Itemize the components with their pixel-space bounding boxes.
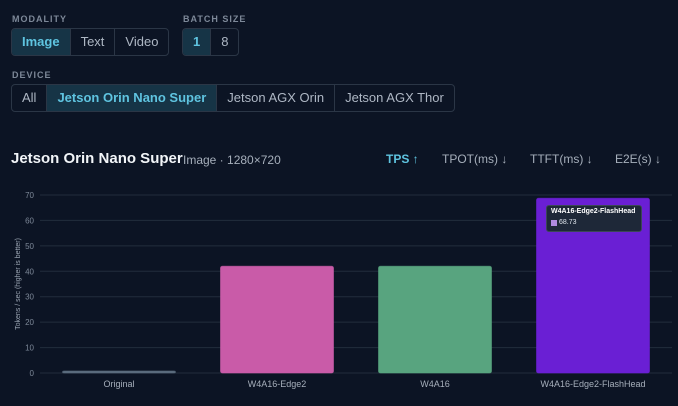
bar — [536, 197, 650, 374]
x-tick-label: W4A16 — [420, 379, 450, 389]
y-tick-label: 70 — [25, 191, 34, 200]
chart-subtitle: Image · 1280×720 — [183, 153, 281, 167]
y-tick-label: 0 — [30, 369, 35, 378]
modality-label: MODALITY — [12, 14, 67, 24]
x-tick-label: W4A16-Edge2-FlashHead — [540, 379, 645, 389]
batch-size-selector: 1 8 — [182, 28, 240, 56]
device-option-agx-orin[interactable]: Jetson AGX Orin — [217, 85, 336, 111]
batch-size-option-8[interactable]: 8 — [221, 34, 229, 49]
tooltip-title: W4A16-Edge2-FlashHead — [551, 208, 636, 215]
modality-option-image[interactable]: Image — [12, 29, 71, 55]
y-tick-label: 50 — [25, 242, 34, 251]
y-tick-label: 10 — [25, 344, 34, 353]
modality-selector: Image Text Video — [11, 28, 170, 56]
device-selector: All Jetson Orin Nano Super Jetson AGX Or… — [11, 84, 455, 112]
device-label: DEVICE — [12, 70, 52, 80]
tab-ttft[interactable]: TTFT(ms) ↓ — [530, 152, 593, 166]
x-tick-label: Original — [103, 379, 134, 389]
bar — [378, 265, 492, 374]
batch-size-label: BATCH SIZE — [183, 14, 247, 24]
chart-tooltip: W4A16-Edge2-FlashHead 68.73 — [546, 205, 642, 232]
y-tick-label: 60 — [25, 216, 34, 225]
tab-e2e[interactable]: E2E(s) ↓ — [615, 152, 662, 166]
y-tick-label: 20 — [25, 318, 34, 327]
batch-size-option-1[interactable]: 1 — [183, 29, 212, 55]
x-tick-label: W4A16-Edge2 — [248, 379, 307, 389]
y-tick-label: 40 — [25, 267, 34, 276]
tooltip-swatch — [551, 220, 557, 226]
y-tick-label: 30 — [25, 293, 34, 302]
bar — [62, 370, 176, 374]
chart-title: Jetson Orin Nano Super — [11, 150, 183, 167]
tab-tpot[interactable]: TPOT(ms) ↓ — [442, 152, 508, 166]
y-axis-label: Tokens / sec (higher is better) — [15, 238, 22, 330]
tab-tps[interactable]: TPS ↑ — [386, 152, 419, 166]
modality-option-video[interactable]: Video — [125, 34, 159, 49]
device-option-all[interactable]: All — [12, 85, 48, 111]
device-option-agx-thor[interactable]: Jetson AGX Thor — [345, 90, 444, 105]
bar — [220, 265, 334, 374]
modality-option-text[interactable]: Text — [71, 29, 116, 55]
tooltip-value: 68.73 — [559, 219, 577, 226]
device-option-orin-nano-super[interactable]: Jetson Orin Nano Super — [47, 85, 218, 111]
